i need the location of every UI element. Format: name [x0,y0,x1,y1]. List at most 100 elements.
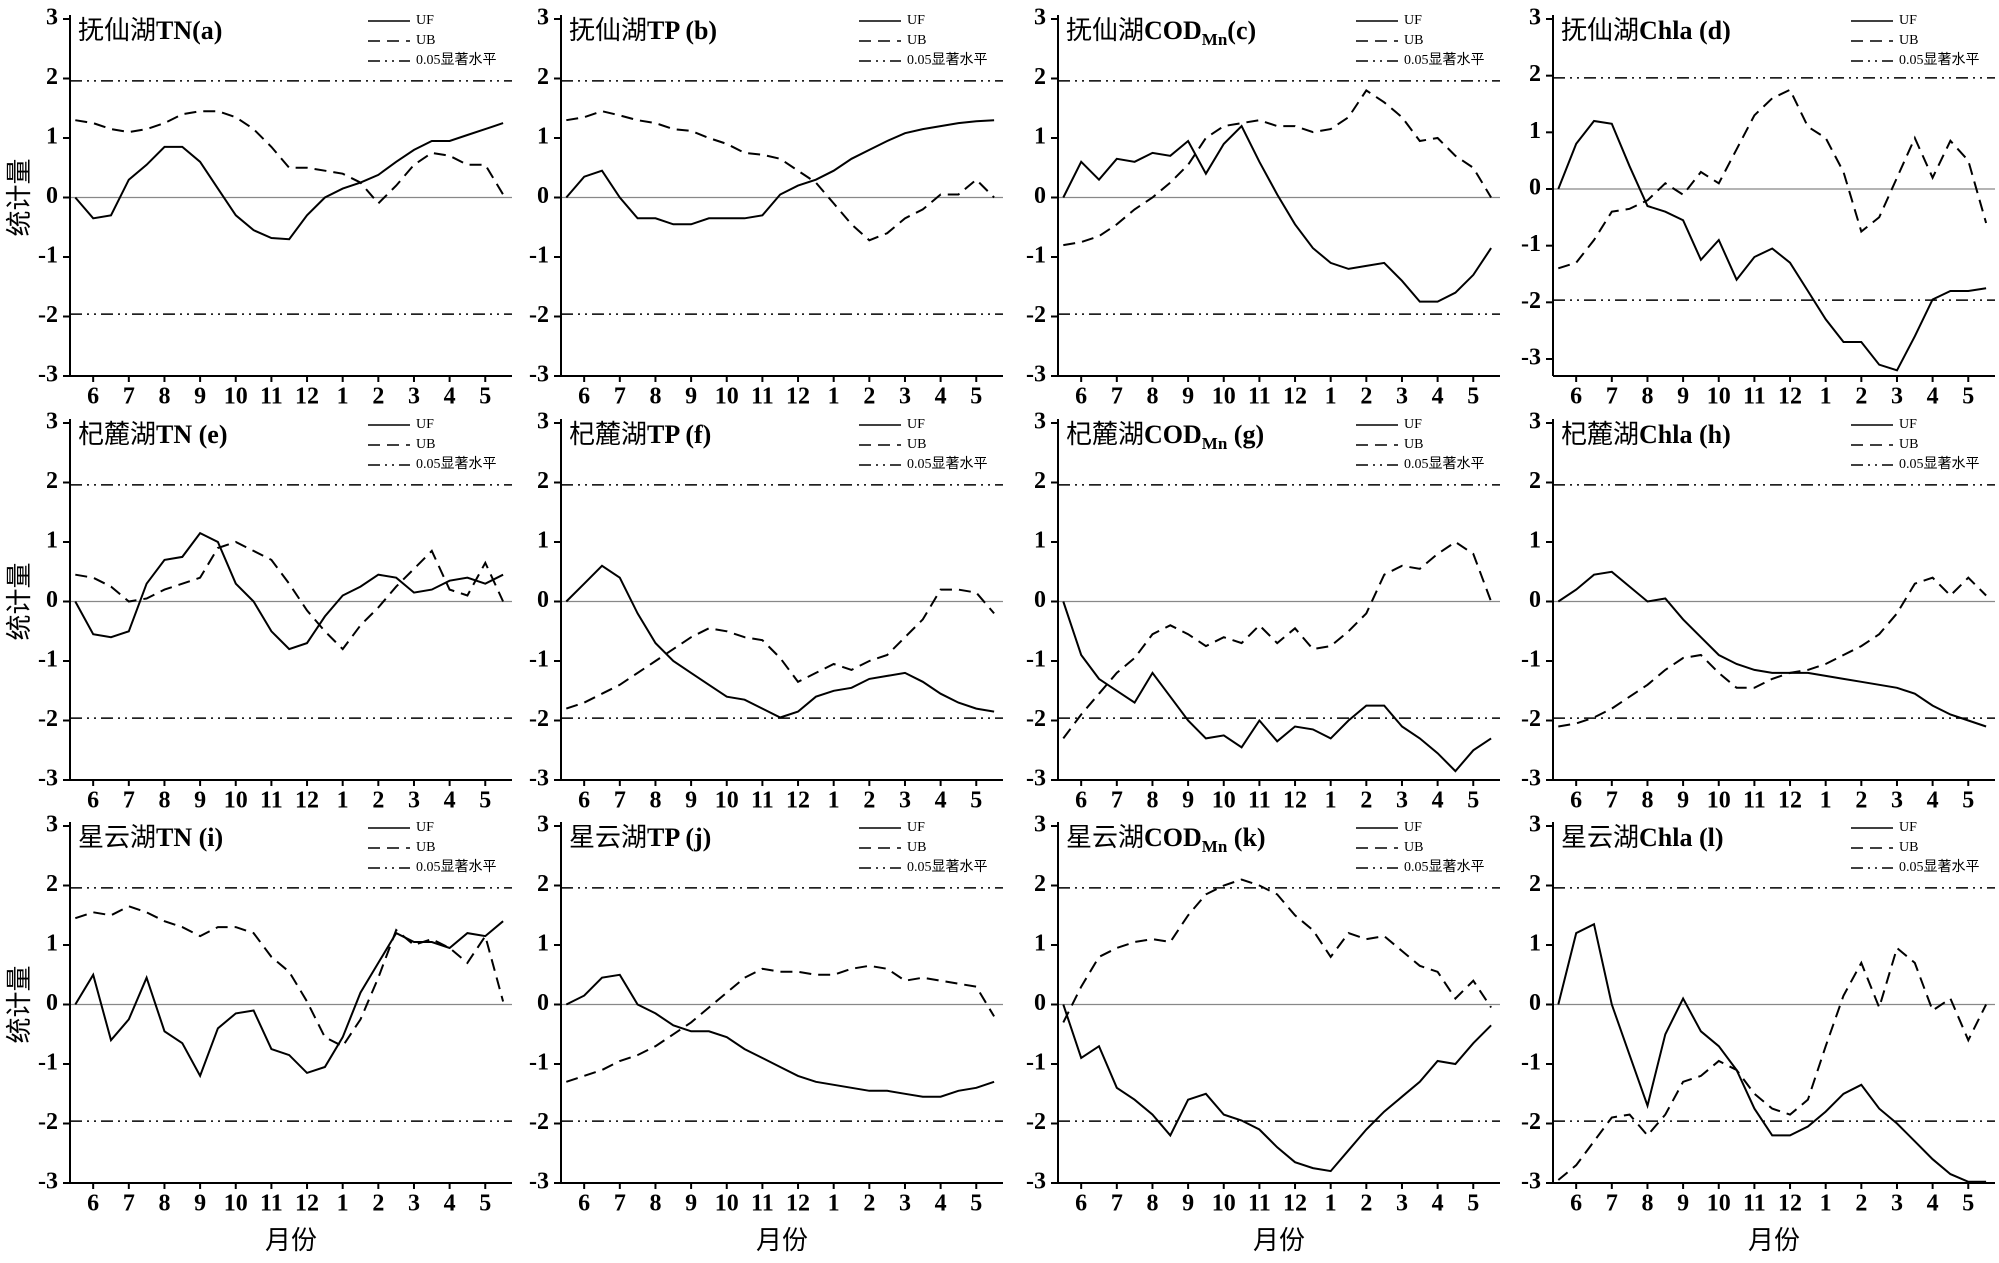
x-tick-label: 12 [1283,1191,1307,1217]
x-tick-label: 3 [408,384,420,410]
x-tick-label: 9 [1182,788,1194,814]
title-tag: (l) [1692,823,1723,852]
y-tick-label: -2 [38,706,58,732]
y-tick-label: 1 [46,124,58,150]
title-tag: (i) [192,823,223,852]
x-tick-label: 5 [1962,788,1974,814]
title-lake: 抚仙湖 [1066,16,1144,45]
title-tag: (g) [1227,420,1264,449]
title-indicator: Chla [1639,16,1692,45]
title-tag: (k) [1227,823,1265,852]
y-tick-label: 0 [537,587,549,613]
x-tick-label: 2 [863,788,875,814]
x-tick-label: 9 [685,788,697,814]
x-tick-label: 10 [1212,1191,1236,1217]
x-tick-label: 9 [1182,1191,1194,1217]
x-tick-label: 5 [1467,384,1479,410]
x-tick-label: 9 [194,384,206,410]
series-line [75,540,505,651]
y-tick-label: -3 [529,766,549,792]
y-tick-label: 2 [1034,64,1046,90]
x-tick-label: 8 [649,788,661,814]
x-tick-label: 1 [1325,1191,1337,1217]
x-tick-label: 4 [1927,384,1939,410]
title-lake: 杞麓湖 [569,420,647,449]
title-indicator: TN [156,420,192,449]
x-tick-label: 4 [935,788,947,814]
y-tick-label: -1 [1026,647,1046,673]
x-tick-label: 11 [1743,1191,1766,1217]
title-tag: (e) [192,420,227,449]
y-tick-label: -2 [529,302,549,328]
legend-label: UB [416,33,435,48]
x-tick-label: 7 [1111,1191,1123,1217]
x-tick-label: 12 [786,788,810,814]
panel-title: 星云湖TP (j) [569,823,711,852]
x-tick-label: 2 [372,384,384,410]
x-tick-label: 4 [444,1191,456,1217]
y-tick-label: -3 [529,1169,549,1195]
panel-title: 抚仙湖TN(a) [78,16,222,45]
legend-label: UB [907,437,926,452]
x-tick-label: 9 [194,788,206,814]
legend-label: UF [1404,13,1422,28]
y-tick-label: 2 [537,468,549,494]
x-tick-label: 7 [123,384,135,410]
legend-label: UB [416,437,435,452]
x-tick-label: 8 [1146,384,1158,410]
x-axis-label: 月份 [265,1226,317,1255]
legend-label: UB [1899,437,1918,452]
y-tick-label: -3 [38,1169,58,1195]
series-line [75,110,504,205]
panel-title: 抚仙湖TP (b) [569,16,717,45]
x-tick-label: 7 [614,1191,626,1217]
x-tick-label: 12 [295,384,319,410]
title-tag: (c) [1227,16,1256,45]
x-tick-label: 9 [685,1191,697,1217]
x-tick-label: 5 [970,788,982,814]
series-line [1062,601,1492,773]
y-tick-label: 1 [537,124,549,150]
x-tick-label: 7 [614,788,626,814]
x-tick-label: 2 [1360,788,1372,814]
y-tick-label: 3 [1529,409,1541,435]
x-tick-label: 6 [1570,1191,1582,1217]
x-tick-label: 1 [1325,788,1337,814]
legend-label: 0.05显著水平 [907,52,988,68]
x-tick-label: 1 [828,788,840,814]
series-line [1557,570,1987,728]
y-tick-label: 0 [537,990,549,1016]
x-axis-label: 月份 [1748,1226,1800,1255]
y-tick-label: -3 [1026,766,1046,792]
x-tick-label: 12 [786,384,810,410]
x-tick-label: 11 [1248,788,1271,814]
x-tick-label: 12 [1778,788,1802,814]
y-tick-label: -2 [529,706,549,732]
x-tick-label: 3 [1891,788,1903,814]
series-line [1558,576,1987,728]
x-tick-label: 10 [224,384,248,410]
legend-label: UF [416,820,434,835]
x-tick-label: 6 [87,788,99,814]
legend-label: UF [1899,820,1917,835]
x-tick-label: 10 [715,384,739,410]
x-tick-label: 3 [899,788,911,814]
x-axis-label: 月份 [1253,1226,1305,1255]
x-tick-label: 12 [1283,788,1307,814]
x-tick-label: 4 [1432,384,1444,410]
x-tick-label: 10 [1707,384,1731,410]
y-tick-label: 2 [537,64,549,90]
x-tick-label: 1 [337,1191,349,1217]
x-tick-label: 7 [1606,384,1618,410]
x-tick-label: 9 [194,1191,206,1217]
x-tick-label: 1 [1325,384,1337,410]
x-tick-label: 8 [1641,384,1653,410]
y-tick-label: 3 [1034,5,1046,31]
title-tag: (h) [1692,420,1730,449]
y-tick-label: -1 [529,243,549,269]
legend-label: UF [907,820,925,835]
legend-label: 0.05显著水平 [1404,456,1485,472]
y-tick-label: 0 [46,587,58,613]
